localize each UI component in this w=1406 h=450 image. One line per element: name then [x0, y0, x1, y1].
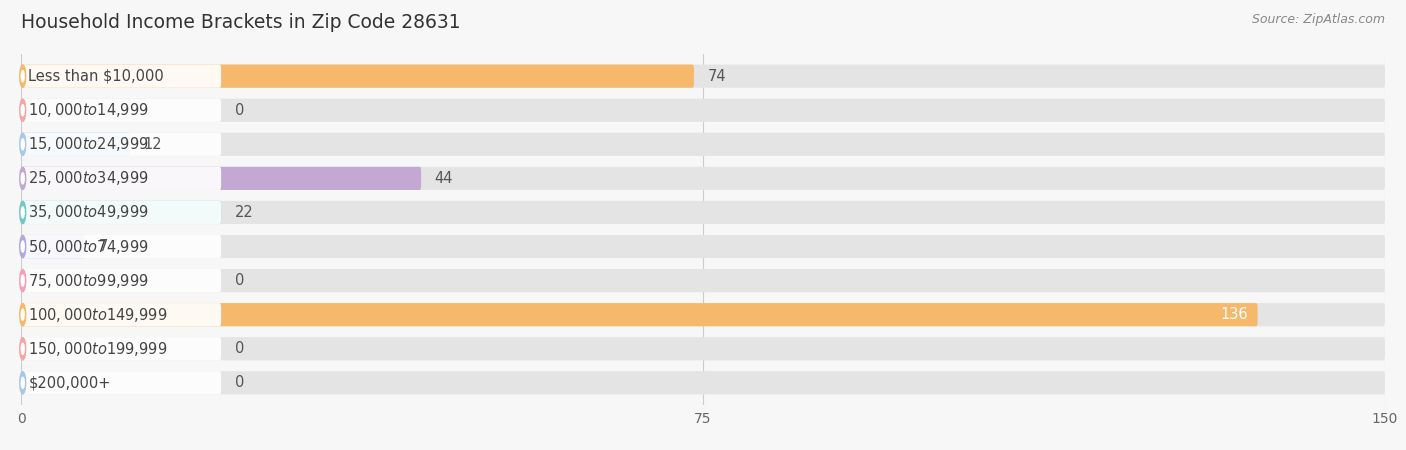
Text: 74: 74 [707, 69, 725, 84]
FancyBboxPatch shape [21, 201, 221, 224]
Circle shape [20, 133, 25, 155]
Text: 136: 136 [1220, 307, 1249, 322]
Text: Less than $10,000: Less than $10,000 [28, 69, 165, 84]
Circle shape [21, 343, 24, 354]
FancyBboxPatch shape [21, 235, 221, 258]
FancyBboxPatch shape [21, 303, 1385, 326]
Circle shape [21, 377, 24, 388]
Circle shape [20, 99, 25, 122]
FancyBboxPatch shape [21, 235, 84, 258]
Text: $50,000 to $74,999: $50,000 to $74,999 [28, 238, 149, 256]
FancyBboxPatch shape [21, 64, 221, 88]
FancyBboxPatch shape [21, 303, 221, 326]
Text: Household Income Brackets in Zip Code 28631: Household Income Brackets in Zip Code 28… [21, 14, 461, 32]
Text: 7: 7 [98, 239, 108, 254]
FancyBboxPatch shape [21, 269, 1385, 292]
Circle shape [20, 235, 25, 258]
FancyBboxPatch shape [21, 303, 1257, 326]
Circle shape [20, 201, 25, 224]
Circle shape [20, 167, 25, 189]
Circle shape [21, 173, 24, 184]
Circle shape [21, 207, 24, 218]
FancyBboxPatch shape [21, 269, 221, 292]
FancyBboxPatch shape [21, 371, 1385, 395]
FancyBboxPatch shape [21, 133, 131, 156]
Text: 0: 0 [235, 341, 245, 356]
Circle shape [21, 275, 24, 286]
Text: 22: 22 [235, 205, 253, 220]
FancyBboxPatch shape [21, 99, 1385, 122]
Circle shape [20, 338, 25, 360]
Text: 0: 0 [235, 273, 245, 288]
Circle shape [21, 71, 24, 82]
FancyBboxPatch shape [21, 337, 221, 360]
Text: 0: 0 [235, 375, 245, 390]
Text: $100,000 to $149,999: $100,000 to $149,999 [28, 306, 167, 324]
FancyBboxPatch shape [21, 235, 1385, 258]
Text: $25,000 to $34,999: $25,000 to $34,999 [28, 169, 149, 187]
FancyBboxPatch shape [21, 201, 1385, 224]
Circle shape [21, 309, 24, 320]
Circle shape [20, 304, 25, 326]
Text: 12: 12 [143, 137, 163, 152]
Circle shape [21, 241, 24, 252]
Text: $10,000 to $14,999: $10,000 to $14,999 [28, 101, 149, 119]
Circle shape [20, 372, 25, 394]
FancyBboxPatch shape [21, 64, 1385, 88]
Text: Source: ZipAtlas.com: Source: ZipAtlas.com [1251, 14, 1385, 27]
Text: $75,000 to $99,999: $75,000 to $99,999 [28, 272, 149, 290]
Circle shape [20, 65, 25, 87]
FancyBboxPatch shape [21, 167, 422, 190]
Text: $200,000+: $200,000+ [28, 375, 111, 390]
Circle shape [20, 270, 25, 292]
FancyBboxPatch shape [21, 99, 221, 122]
FancyBboxPatch shape [21, 167, 1385, 190]
Text: $35,000 to $49,999: $35,000 to $49,999 [28, 203, 149, 221]
Text: $15,000 to $24,999: $15,000 to $24,999 [28, 135, 149, 153]
FancyBboxPatch shape [21, 64, 695, 88]
FancyBboxPatch shape [21, 337, 1385, 360]
FancyBboxPatch shape [21, 133, 221, 156]
FancyBboxPatch shape [21, 201, 221, 224]
FancyBboxPatch shape [21, 133, 1385, 156]
Circle shape [21, 139, 24, 150]
Text: 0: 0 [235, 103, 245, 118]
Text: $150,000 to $199,999: $150,000 to $199,999 [28, 340, 167, 358]
Circle shape [21, 105, 24, 116]
Text: 44: 44 [434, 171, 453, 186]
FancyBboxPatch shape [21, 371, 221, 395]
FancyBboxPatch shape [21, 167, 221, 190]
